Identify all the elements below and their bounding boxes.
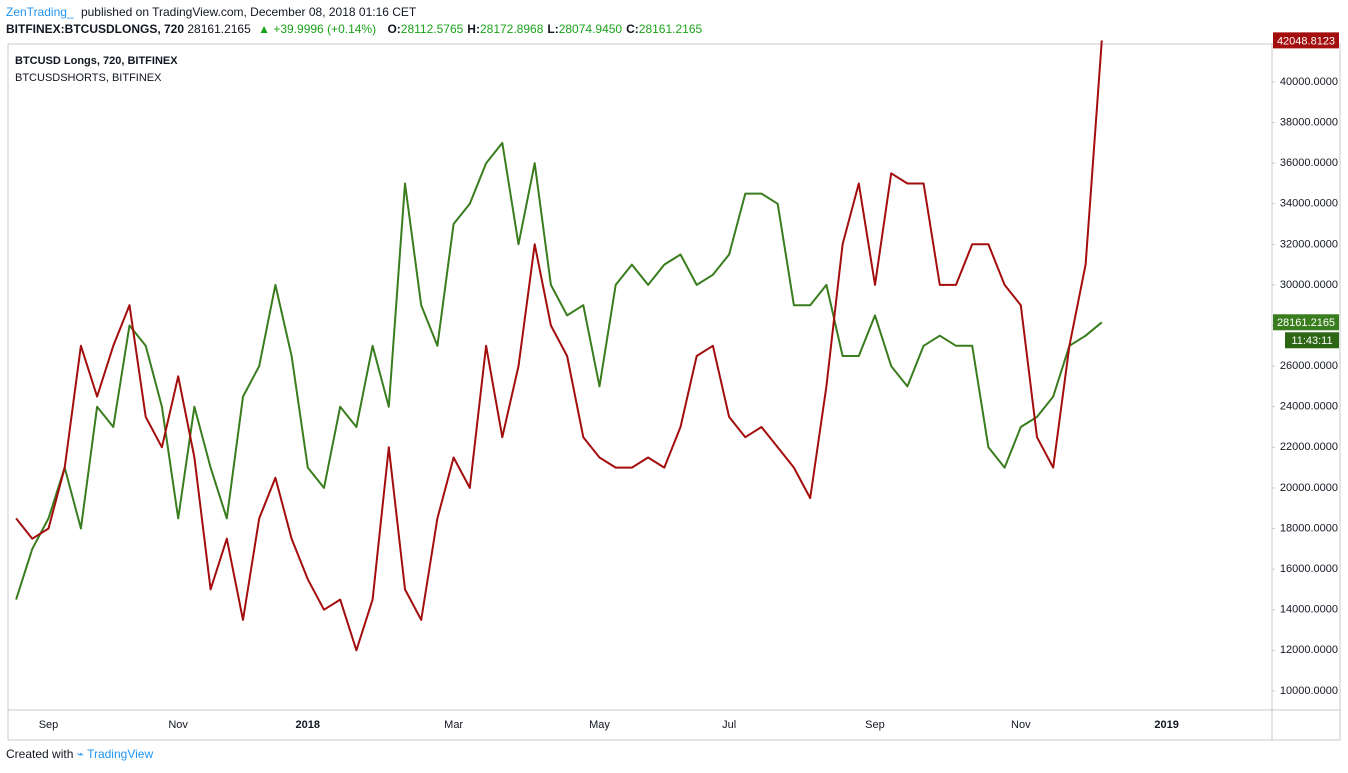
x-tick-label: 2018: [296, 719, 320, 731]
change-value: +39.9996 (+0.14%): [273, 22, 377, 36]
ohlc-value: 28112.5765: [400, 22, 464, 36]
price-tag: [1273, 314, 1339, 331]
footer: Created with ⌁ TradingView: [6, 747, 153, 761]
brand-icon: ⌁: [76, 747, 84, 761]
header-line: ZenTrading_ published on TradingView.com…: [6, 5, 420, 19]
countdown: 11:43:11: [1291, 335, 1332, 347]
x-tick-label: Nov: [168, 719, 188, 731]
ohlc-item: L:28074.9450: [547, 22, 622, 36]
y-tick-label: 38000.0000: [1280, 116, 1338, 128]
ohlc-label: O:: [387, 22, 401, 36]
y-tick-label: 10000.0000: [1280, 685, 1338, 697]
y-tick-label: 36000.0000: [1280, 157, 1338, 169]
ohlc-value: 28161.2165: [638, 22, 703, 36]
y-tick-label: 34000.0000: [1280, 198, 1338, 210]
legend-entry: BTCUSD Longs, 720, BITFINEX: [15, 55, 178, 67]
ohlc-value: 28074.9450: [558, 22, 623, 36]
ohlc-item: C:28161.2165: [626, 22, 702, 36]
x-tick-label: Nov: [1011, 719, 1031, 731]
series-line: [15, 141, 1103, 600]
author[interactable]: ZenTrading_: [6, 5, 74, 19]
price-tag-label: 42048.8123: [1277, 35, 1335, 47]
y-tick-label: 32000.0000: [1280, 238, 1338, 250]
price-tag: [1273, 32, 1339, 49]
x-tick-label: Jul: [722, 719, 736, 731]
x-tick-label: Mar: [444, 719, 463, 731]
change: ▲ +39.9996 (+0.14%): [258, 22, 377, 36]
ohlc-value: 28172.8968: [479, 22, 544, 36]
published: published on TradingView.com, December 0…: [80, 5, 417, 19]
last-price: 28161.2165: [187, 22, 251, 36]
ohlc-label: L:: [547, 22, 559, 36]
y-tick-label: 14000.0000: [1280, 604, 1338, 616]
y-tick-label: 30000.0000: [1280, 279, 1338, 291]
y-tick-label: 16000.0000: [1280, 563, 1338, 575]
x-tick-label: 2019: [1154, 719, 1178, 731]
ohlc-label: H:: [467, 22, 480, 36]
ohlc-label: C:: [626, 22, 639, 36]
created-with: Created with: [6, 747, 74, 761]
symbol-line: BITFINEX:BTCUSDLONGS, 720 28161.2165 ▲ +…: [6, 22, 710, 36]
ohlc-item: H:28172.8968: [467, 22, 543, 36]
legend-entry: BTCUSDSHORTS, BITFINEX: [15, 72, 162, 84]
y-tick-label: 18000.0000: [1280, 522, 1338, 534]
symbol: BITFINEX:BTCUSDLONGS, 720: [6, 22, 185, 36]
y-tick-label: 12000.0000: [1280, 644, 1338, 656]
y-tick-label: 40000.0000: [1280, 76, 1338, 88]
y-tick-label: 20000.0000: [1280, 482, 1338, 494]
x-tick-label: Sep: [865, 719, 885, 731]
brand[interactable]: TradingView: [87, 747, 154, 761]
y-tick-label: 24000.0000: [1280, 401, 1338, 413]
x-tick-label: May: [589, 719, 610, 731]
y-tick-label: 22000.0000: [1280, 441, 1338, 453]
ohlc: O:28112.5765 H:28172.8968 L:28074.9450 C:28…: [387, 22, 706, 36]
y-tick-label: 26000.0000: [1280, 360, 1338, 372]
ohlc-item: O:28112.5765: [387, 22, 463, 36]
plot: [15, 40, 1103, 652]
countdown-box: [1285, 332, 1339, 349]
series-line: [15, 40, 1103, 652]
x-tick-label: Sep: [39, 719, 59, 731]
chart-frame: [7, 43, 1341, 741]
price-tag-label: 28161.2165: [1277, 317, 1335, 329]
